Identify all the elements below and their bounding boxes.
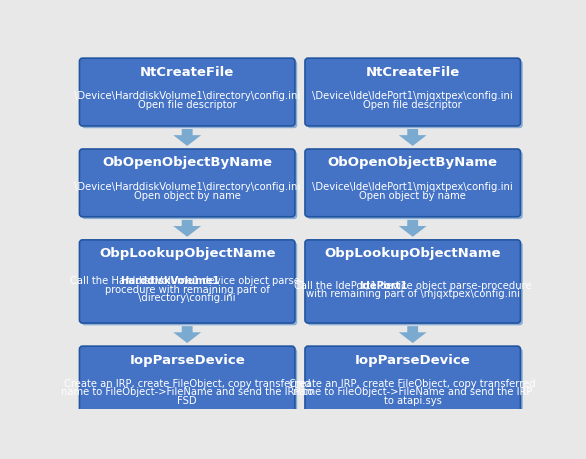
FancyArrow shape (398, 129, 427, 146)
FancyArrow shape (398, 220, 427, 237)
Text: Call the IdePort1 device object parse-procedure: Call the IdePort1 device object parse-pr… (294, 281, 532, 291)
FancyArrow shape (173, 326, 201, 343)
Text: IopParseDevice: IopParseDevice (355, 353, 471, 366)
FancyArrow shape (173, 220, 201, 237)
Text: HarddiskVolume1: HarddiskVolume1 (121, 276, 220, 286)
Text: \Device\HarddiskVolume1\directory\config.ini: \Device\HarddiskVolume1\directory\config… (74, 182, 300, 192)
Text: ObpLookupObjectName: ObpLookupObjectName (99, 247, 275, 260)
Text: to atapi.sys: to atapi.sys (384, 396, 442, 406)
Text: IdePort1: IdePort1 (359, 281, 408, 291)
Text: \Device\Ide\IdePort1\mjqxtpex\config.ini: \Device\Ide\IdePort1\mjqxtpex\config.ini (312, 182, 513, 192)
Text: \Device\Ide\IdePort1\mjqxtpex\config.ini: \Device\Ide\IdePort1\mjqxtpex\config.ini (312, 91, 513, 101)
Text: FSD: FSD (178, 396, 197, 406)
Text: Create an IRP, create FileObject, copy transferred: Create an IRP, create FileObject, copy t… (64, 379, 311, 389)
Text: name to FileObject->FileName and send the IRP: name to FileObject->FileName and send th… (293, 387, 533, 397)
FancyBboxPatch shape (82, 242, 297, 325)
Text: Open file descriptor: Open file descriptor (363, 100, 462, 110)
Text: NtCreateFile: NtCreateFile (366, 66, 460, 78)
FancyBboxPatch shape (307, 348, 523, 424)
FancyBboxPatch shape (305, 346, 520, 422)
FancyArrow shape (173, 129, 201, 146)
FancyBboxPatch shape (307, 61, 523, 128)
FancyBboxPatch shape (305, 240, 520, 323)
Text: with remaining part of \mjqxtpex\config.ini: with remaining part of \mjqxtpex\config.… (306, 289, 520, 299)
FancyBboxPatch shape (305, 149, 520, 217)
FancyBboxPatch shape (80, 149, 295, 217)
FancyBboxPatch shape (307, 242, 523, 325)
Text: Create an IRP, create FileObject, copy transferred: Create an IRP, create FileObject, copy t… (289, 379, 536, 389)
Text: IopParseDevice: IopParseDevice (130, 353, 245, 366)
FancyBboxPatch shape (82, 348, 297, 424)
Text: NtCreateFile: NtCreateFile (140, 66, 234, 78)
Text: Call the HarddiskVolume1 device object parse-: Call the HarddiskVolume1 device object p… (70, 276, 304, 286)
FancyBboxPatch shape (80, 240, 295, 323)
Text: \directory\config.ini: \directory\config.ini (138, 293, 236, 303)
Text: procedure with remaining part of: procedure with remaining part of (105, 285, 270, 295)
FancyBboxPatch shape (80, 346, 295, 422)
Text: Open file descriptor: Open file descriptor (138, 100, 237, 110)
FancyBboxPatch shape (307, 151, 523, 219)
Text: ObOpenObjectByName: ObOpenObjectByName (102, 157, 272, 169)
FancyBboxPatch shape (80, 58, 295, 126)
Text: ObpLookupObjectName: ObpLookupObjectName (325, 247, 501, 260)
Text: name to FileObject->FileName and send the IRP to: name to FileObject->FileName and send th… (61, 387, 314, 397)
FancyBboxPatch shape (305, 58, 520, 126)
FancyBboxPatch shape (82, 61, 297, 128)
Text: \Device\HarddiskVolume1\directory\config.ini: \Device\HarddiskVolume1\directory\config… (74, 91, 300, 101)
Text: Open object by name: Open object by name (134, 190, 241, 201)
FancyArrow shape (398, 326, 427, 343)
Text: Open object by name: Open object by name (359, 190, 466, 201)
FancyBboxPatch shape (82, 151, 297, 219)
Text: ObOpenObjectByName: ObOpenObjectByName (328, 157, 498, 169)
